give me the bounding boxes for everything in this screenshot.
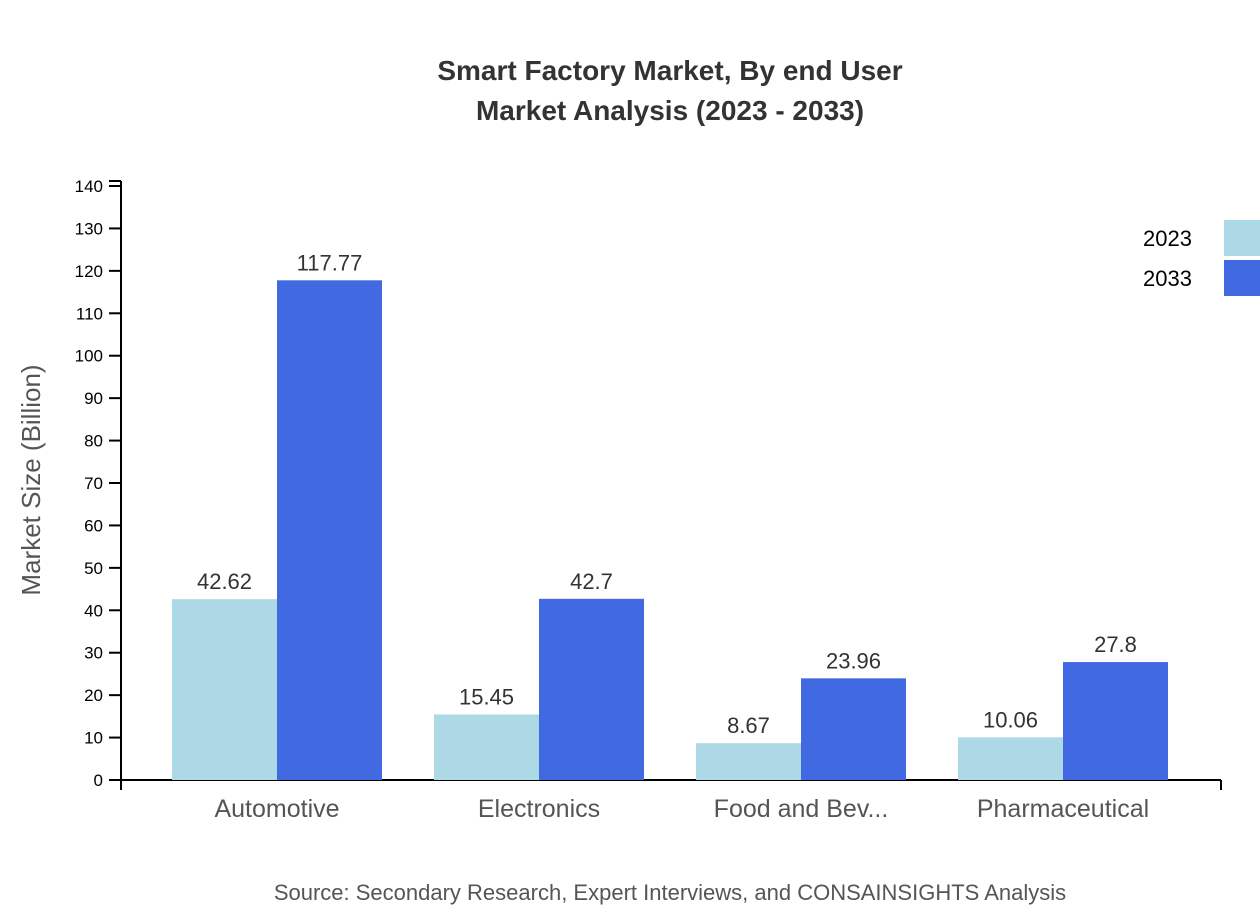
bar-2023 bbox=[696, 743, 801, 780]
legend-swatch bbox=[1224, 260, 1260, 296]
y-tick-label: 130 bbox=[75, 219, 103, 238]
bar-2023 bbox=[434, 714, 539, 780]
y-tick-label: 100 bbox=[75, 347, 103, 366]
bar-2033 bbox=[539, 598, 644, 780]
bar-2033 bbox=[801, 678, 906, 780]
data-label: 23.96 bbox=[826, 648, 881, 673]
legend-swatch bbox=[1224, 220, 1260, 256]
y-tick-label: 80 bbox=[84, 432, 103, 451]
legend-label: 2023 bbox=[1143, 226, 1192, 251]
bar-2023 bbox=[958, 737, 1063, 780]
x-tick-label: Food and Bev... bbox=[714, 795, 889, 823]
data-label: 117.77 bbox=[297, 250, 363, 275]
data-label: 42.7 bbox=[570, 569, 613, 594]
y-tick-label: 60 bbox=[84, 516, 103, 535]
y-tick-label: 30 bbox=[84, 644, 103, 663]
legend-label: 2033 bbox=[1143, 266, 1192, 291]
chart-subtitle: Market Analysis (2023 - 2033) bbox=[476, 95, 864, 126]
y-tick-label: 90 bbox=[84, 389, 103, 408]
bar-2023 bbox=[172, 599, 277, 780]
x-tick-label: Electronics bbox=[478, 795, 600, 823]
data-label: 27.8 bbox=[1094, 632, 1137, 657]
y-tick-label: 140 bbox=[75, 177, 103, 196]
source-note: Source: Secondary Research, Expert Inter… bbox=[274, 880, 1066, 905]
y-tick-label: 0 bbox=[94, 771, 103, 790]
y-tick-label: 70 bbox=[84, 474, 103, 493]
y-tick-label: 20 bbox=[84, 686, 103, 705]
data-label: 42.62 bbox=[197, 569, 252, 594]
bar-2033 bbox=[277, 280, 382, 780]
x-tick-label: Pharmaceutical bbox=[977, 795, 1149, 823]
data-label: 8.67 bbox=[727, 713, 770, 738]
y-axis-label: Market Size (Billion) bbox=[16, 364, 46, 595]
y-tick-label: 40 bbox=[84, 601, 103, 620]
data-label: 10.06 bbox=[983, 707, 1038, 732]
chart-title: Smart Factory Market, By end User bbox=[437, 55, 902, 86]
y-tick-label: 110 bbox=[76, 304, 103, 323]
data-label: 15.45 bbox=[459, 684, 514, 709]
y-tick-label: 120 bbox=[75, 262, 103, 281]
x-tick-label: Automotive bbox=[214, 795, 339, 823]
y-tick-label: 50 bbox=[84, 559, 103, 578]
y-tick-label: 10 bbox=[84, 729, 103, 748]
bar-2033 bbox=[1063, 662, 1168, 780]
